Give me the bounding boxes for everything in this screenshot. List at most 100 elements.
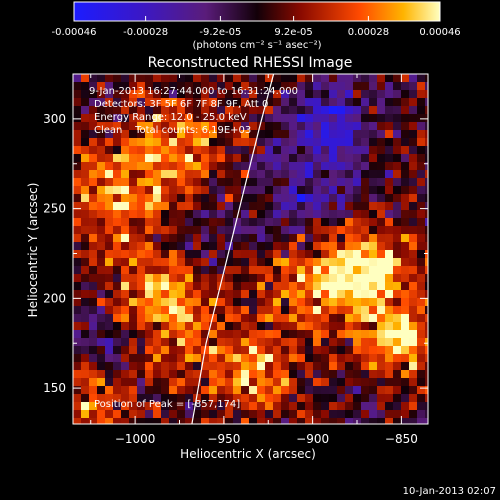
heatmap-cell bbox=[409, 242, 417, 250]
heatmap-cell bbox=[297, 130, 305, 138]
heatmap-cell bbox=[425, 282, 428, 290]
heatmap-cell bbox=[257, 250, 265, 258]
heatmap-cell bbox=[201, 394, 209, 402]
heatmap-cell bbox=[329, 354, 337, 362]
heatmap-cell bbox=[201, 210, 209, 218]
heatmap-cell bbox=[129, 258, 137, 266]
heatmap-cell bbox=[105, 114, 113, 122]
heatmap-cell bbox=[201, 258, 209, 266]
heatmap-cell bbox=[153, 338, 161, 346]
heatmap-cell bbox=[377, 170, 385, 178]
heatmap-cell bbox=[305, 250, 313, 258]
heatmap-cell bbox=[153, 306, 161, 314]
heatmap-cell bbox=[113, 394, 121, 402]
heatmap-cell bbox=[401, 298, 409, 306]
heatmap-cell bbox=[369, 242, 377, 250]
heatmap-cell bbox=[361, 178, 369, 186]
heatmap-cell bbox=[169, 130, 177, 138]
heatmap-cell bbox=[129, 282, 137, 290]
heatmap-cell bbox=[257, 402, 265, 410]
heatmap-cell bbox=[217, 258, 225, 266]
heatmap-cell bbox=[89, 370, 97, 378]
heatmap-cell bbox=[137, 218, 145, 226]
heatmap-cell bbox=[281, 322, 289, 330]
heatmap-cell bbox=[217, 418, 225, 424]
heatmap-cell bbox=[169, 250, 177, 258]
heatmap-cell bbox=[257, 258, 265, 266]
heatmap-cell bbox=[217, 338, 225, 346]
heatmap-cell bbox=[249, 402, 257, 410]
heatmap-cell bbox=[121, 322, 129, 330]
heatmap-cell bbox=[73, 370, 81, 378]
heatmap-cell bbox=[289, 226, 297, 234]
heatmap-cell bbox=[105, 202, 113, 210]
heatmap-cell bbox=[225, 74, 233, 82]
heatmap-cell bbox=[305, 282, 313, 290]
heatmap-cell bbox=[121, 186, 129, 194]
heatmap-cell bbox=[281, 386, 289, 394]
heatmap-cell bbox=[265, 146, 273, 154]
heatmap-cell bbox=[201, 170, 209, 178]
heatmap-cell bbox=[305, 194, 313, 202]
heatmap-cell bbox=[289, 130, 297, 138]
heatmap-cell bbox=[265, 178, 273, 186]
heatmap-cell bbox=[425, 186, 428, 194]
heatmap-cell bbox=[281, 290, 289, 298]
heatmap-cell bbox=[129, 178, 137, 186]
heatmap-cell bbox=[289, 218, 297, 226]
heatmap-cell bbox=[121, 138, 129, 146]
heatmap-cell bbox=[161, 210, 169, 218]
heatmap-cell bbox=[89, 394, 97, 402]
heatmap-cell bbox=[337, 354, 345, 362]
heatmap-cell bbox=[121, 202, 129, 210]
heatmap-cell bbox=[361, 362, 369, 370]
heatmap-cell bbox=[97, 98, 105, 106]
heatmap-cell bbox=[265, 378, 273, 386]
heatmap-cell bbox=[217, 386, 225, 394]
heatmap-cell bbox=[97, 282, 105, 290]
heatmap-cell bbox=[233, 82, 241, 90]
heatmap-cell bbox=[185, 354, 193, 362]
heatmap-cell bbox=[369, 362, 377, 370]
heatmap-cell bbox=[297, 122, 305, 130]
heatmap-cell bbox=[105, 170, 113, 178]
heatmap-cell bbox=[401, 354, 409, 362]
heatmap-cell bbox=[393, 218, 401, 226]
heatmap-cell bbox=[345, 362, 353, 370]
heatmap-cell bbox=[161, 82, 169, 90]
heatmap-cell bbox=[353, 90, 361, 98]
heatmap-cell bbox=[257, 74, 265, 82]
heatmap-cell bbox=[209, 106, 217, 114]
heatmap-cell bbox=[417, 178, 425, 186]
heatmap-cell bbox=[321, 138, 329, 146]
heatmap-cell bbox=[177, 234, 185, 242]
heatmap-cell bbox=[97, 194, 105, 202]
heatmap-cell bbox=[321, 410, 329, 418]
heatmap-cell bbox=[145, 290, 153, 298]
heatmap-cell bbox=[81, 226, 89, 234]
heatmap-cell bbox=[225, 82, 233, 90]
heatmap-cell bbox=[177, 362, 185, 370]
heatmap-cell bbox=[233, 266, 241, 274]
heatmap-cell bbox=[97, 234, 105, 242]
heatmap-cell bbox=[89, 250, 97, 258]
heatmap-cell bbox=[113, 314, 121, 322]
heatmap-cell bbox=[417, 290, 425, 298]
heatmap-cell bbox=[401, 130, 409, 138]
heatmap-cell bbox=[209, 162, 217, 170]
heatmap-cell bbox=[153, 210, 161, 218]
heatmap-cell bbox=[129, 210, 137, 218]
heatmap-cell bbox=[145, 314, 153, 322]
heatmap-cell bbox=[225, 410, 233, 418]
heatmap-cell bbox=[73, 386, 81, 394]
heatmap-cell bbox=[233, 218, 241, 226]
heatmap-cell bbox=[241, 250, 249, 258]
heatmap-cell bbox=[201, 266, 209, 274]
heatmap-cell bbox=[417, 266, 425, 274]
heatmap-cell bbox=[297, 186, 305, 194]
heatmap-cell bbox=[249, 266, 257, 274]
heatmap-cell bbox=[177, 154, 185, 162]
heatmap-cell bbox=[377, 274, 385, 282]
heatmap-cell bbox=[201, 194, 209, 202]
heatmap-cell bbox=[97, 402, 105, 410]
